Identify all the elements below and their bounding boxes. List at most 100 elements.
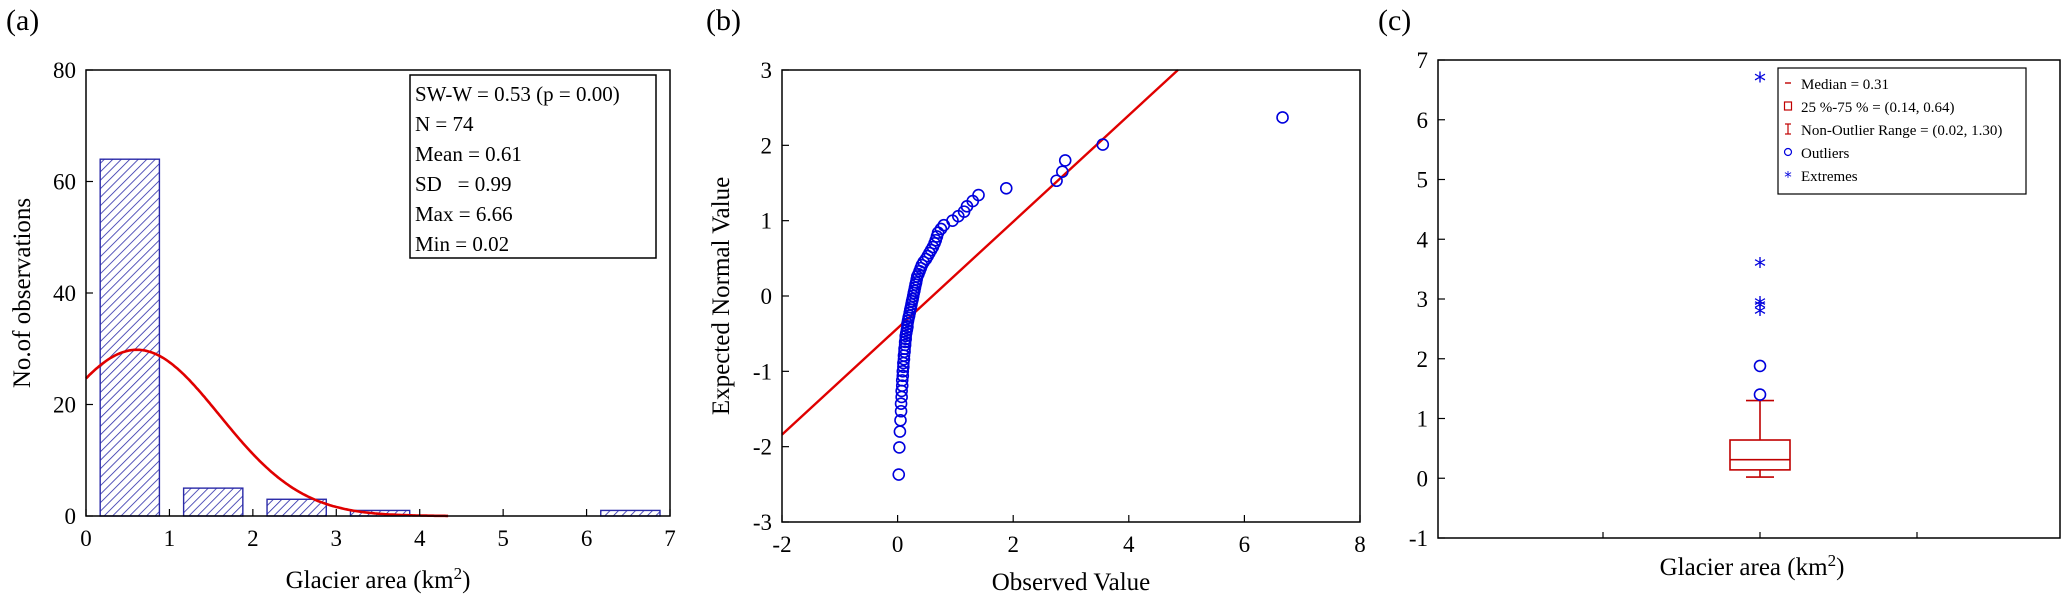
y-tick-label: -1 [753, 359, 772, 384]
x-tick-label: 6 [1239, 532, 1251, 557]
x-tick-label: 0 [80, 526, 92, 551]
x-tick-label: 4 [414, 526, 426, 551]
legend-median-label: Median = 0.31 [1801, 77, 1889, 93]
extreme-point: * [1754, 67, 1766, 95]
outlier-point [1753, 388, 1767, 401]
y-tick-label: 7 [1417, 48, 1429, 73]
legend-box-symbol [1783, 101, 1793, 111]
data-point [972, 188, 985, 202]
x-tick-label: 2 [1007, 532, 1019, 557]
x-axis-ticks: 0 1 2 3 4 5 6 7 [80, 509, 676, 551]
stat-min: Min = 0.02 [415, 232, 509, 256]
iqr-box [1729, 439, 1791, 471]
x-axis-title: Observed Value [992, 569, 1151, 596]
x-axis-title: Glacier area (km2) [1660, 551, 1845, 581]
histogram-plot-area [85, 158, 661, 518]
stat-sww: SW-W = 0.53 (p = 0.00) [415, 82, 620, 106]
x-axis-ticks [1602, 532, 1918, 538]
legend-outlier-symbol [1783, 147, 1793, 157]
y-tick-label: 6 [1417, 108, 1429, 133]
y-tick-label: 4 [1417, 227, 1429, 252]
extreme-point: * [1754, 301, 1766, 329]
legend-symbols: * [1783, 82, 1793, 186]
y-tick-label: 2 [1417, 347, 1429, 372]
data-point [894, 404, 908, 418]
stat-max: Max = 6.66 [415, 202, 513, 226]
reference-line [781, 69, 1179, 436]
x-tick-label: 3 [331, 526, 343, 551]
data-point [1276, 111, 1289, 124]
x-tick-label: 0 [892, 532, 904, 557]
legend-outliers-label: Outliers [1801, 146, 1849, 162]
y-tick-label: -2 [753, 435, 772, 460]
y-tick-label: 1 [761, 209, 773, 234]
data-point [896, 369, 910, 383]
x-tick-label: 4 [1123, 532, 1135, 557]
y-axis-ticks: 0 20 40 60 80 [53, 58, 93, 529]
data-point [896, 365, 910, 378]
data-point [1096, 138, 1110, 151]
data-point [893, 441, 906, 454]
y-tick-label: -3 [753, 510, 772, 535]
y-tick-label: -1 [1409, 526, 1428, 551]
data-point [895, 374, 909, 387]
data-point [894, 413, 907, 427]
y-tick-label: 3 [761, 58, 773, 83]
boxplot-legend: * Median = 0.31 25 %-75 % = (0.14, 0.64)… [1777, 67, 2027, 195]
y-axis-title: Expected Normal Value [708, 177, 735, 415]
extreme-point: * [1754, 295, 1766, 323]
y-tick-label: 0 [65, 504, 77, 529]
x-axis-title: Glacier area (km2) [286, 564, 471, 594]
x-axis-ticks: -2 0 2 4 6 8 [772, 515, 1366, 557]
extreme-point: * [1754, 253, 1766, 281]
legend-box-label: 25 %-75 % = (0.14, 0.64) [1801, 100, 1954, 116]
y-tick-label: 3 [1417, 287, 1429, 312]
y-axis-ticks: -1 0 1 2 3 4 5 6 7 [1409, 48, 1445, 551]
panel-label-c: (c) [1378, 4, 1411, 37]
normal-fit-curve [85, 348, 449, 518]
data-point [934, 222, 948, 236]
legend-frame [1777, 67, 2027, 195]
data-point [894, 397, 908, 411]
legend-whisker-label: Non-Outlier Range = (0.02, 1.30) [1801, 123, 2002, 139]
data-point [1056, 165, 1069, 178]
y-axis-title: No.of observations [9, 198, 36, 388]
stat-sd: SD = 0.99 [415, 172, 511, 196]
y-tick-label: 2 [761, 133, 773, 158]
data-point [892, 468, 906, 481]
qq-frame [781, 69, 1361, 523]
outlier-point [1753, 359, 1767, 373]
stats-box-frame [409, 74, 657, 259]
panel-label-a: (a) [6, 4, 39, 37]
x-tick-label: 1 [164, 526, 176, 551]
x-tick-label: 5 [497, 526, 509, 551]
stats-box: SW-W = 0.53 (p = 0.00) N = 74 Mean = 0.6… [409, 74, 657, 259]
legend-extreme-symbol: * [1784, 168, 1792, 186]
y-tick-label: 5 [1417, 168, 1429, 193]
y-tick-label: 20 [53, 393, 76, 418]
panel-a-histogram: (a) 0 1 2 3 4 5 6 7 0 20 40 60 80 Glacier area (km2… [6, 4, 676, 594]
x-tick-label: 8 [1354, 532, 1366, 557]
extreme-point: * [1754, 292, 1766, 320]
histogram-bar [182, 487, 244, 517]
y-tick-label: 1 [1417, 407, 1429, 432]
stat-n: N = 74 [415, 112, 474, 136]
y-tick-label: 80 [53, 58, 76, 83]
boxplot-area: ***** [1729, 67, 1791, 478]
qq-plot-area [781, 69, 1289, 481]
x-tick-label: 7 [664, 526, 676, 551]
y-tick-label: 40 [53, 281, 76, 306]
stat-mean: Mean = 0.61 [415, 142, 522, 166]
x-tick-label: 2 [247, 526, 259, 551]
y-tick-label: 0 [1417, 466, 1429, 491]
data-point [1058, 154, 1072, 167]
histogram-bar [99, 158, 161, 517]
histogram-bar [600, 509, 661, 517]
data-point [1050, 174, 1063, 188]
y-axis-ticks: -3 -2 -1 0 1 2 3 [753, 58, 789, 535]
data-point [999, 181, 1013, 195]
data-point [893, 425, 907, 438]
